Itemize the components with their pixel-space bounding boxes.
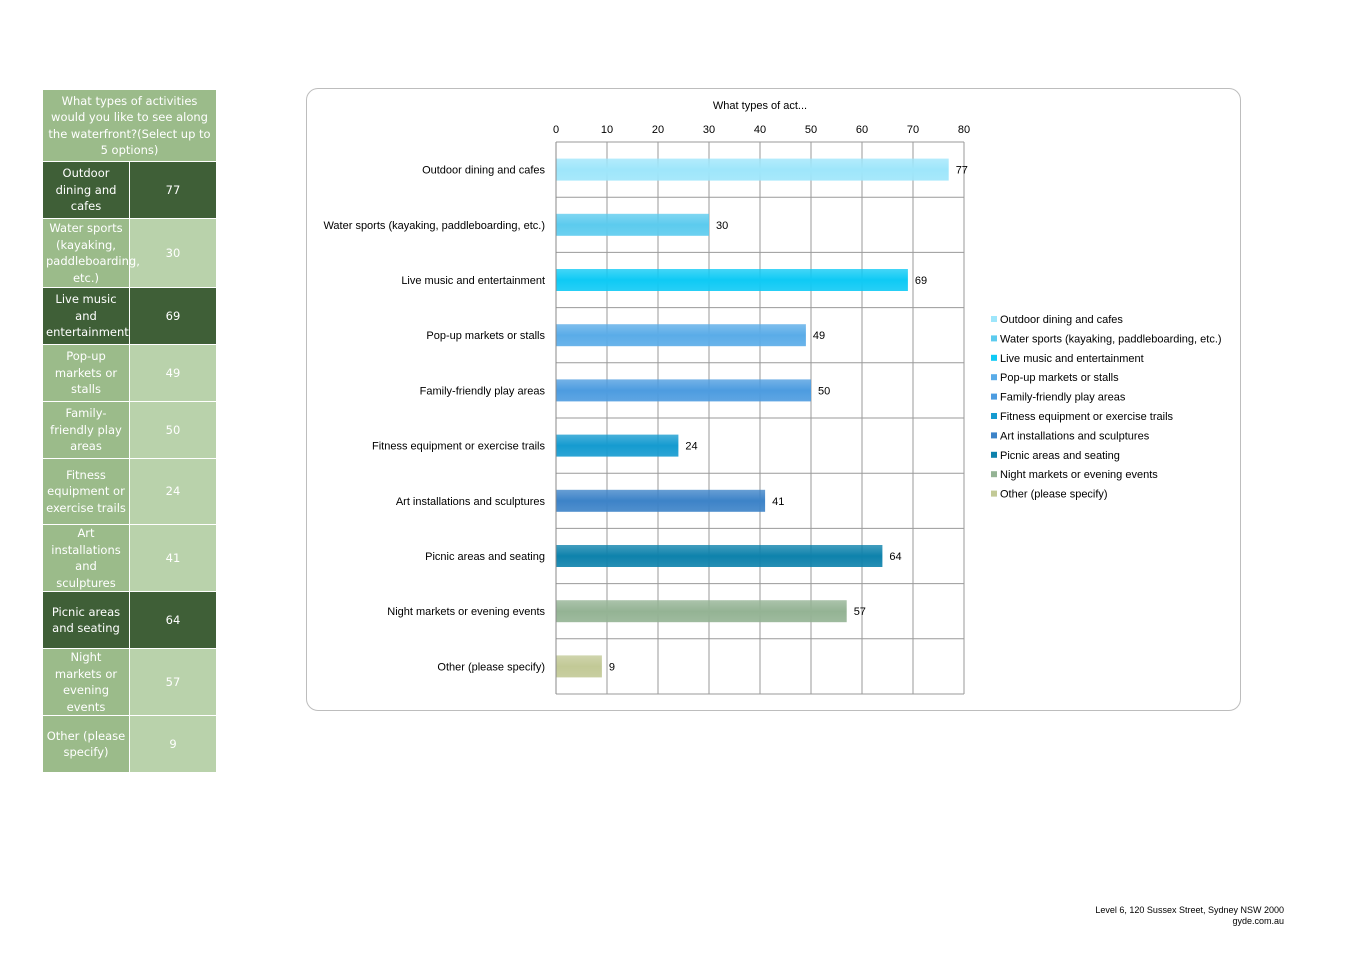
x-tick-label: 50 <box>805 124 817 136</box>
category-label: Live music and entertainment <box>401 275 545 287</box>
legend-entry: Night markets or evening events <box>1000 469 1158 481</box>
category-label: Water sports (kayaking, paddleboarding, … <box>323 220 545 232</box>
category-label: Outdoor dining and cafes <box>422 165 545 177</box>
category-label: Fitness equipment or exercise trails <box>372 441 546 453</box>
x-tick-label: 70 <box>907 124 919 136</box>
x-tick-label: 0 <box>553 124 559 136</box>
row-label: Picnic areas and seating <box>42 591 130 649</box>
table-row: Pop-up markets or stalls 49 <box>42 344 217 402</box>
table-row: Fitness equipment or exercise trails 24 <box>42 458 217 525</box>
row-label: Outdoor dining and cafes <box>42 161 130 219</box>
legend-swatch <box>991 471 997 478</box>
row-value: 41 <box>129 524 217 592</box>
chart-frame: What types of act... 0 10 20 30 40 50 60 70 80 Out… <box>306 88 1241 711</box>
row-label: Live music and entertainment <box>42 287 130 345</box>
row-label: Art installations and sculptures <box>42 524 130 592</box>
category-label: Art installations and sculptures <box>396 496 546 508</box>
table-header-row: What types of activities would you like … <box>42 89 217 162</box>
data-label: 41 <box>772 496 784 508</box>
legend-swatch <box>991 374 997 381</box>
table-row: Night markets or evening events 57 <box>42 648 217 716</box>
table-row: Live music and entertainment 69 <box>42 287 217 345</box>
x-tick-label: 10 <box>601 124 613 136</box>
x-tick-label: 80 <box>958 124 970 136</box>
x-tick-label: 20 <box>652 124 664 136</box>
bar <box>556 379 811 402</box>
legend-swatch <box>991 432 997 439</box>
footer-website: gyde.com.au <box>1232 916 1284 926</box>
bar <box>556 434 679 457</box>
bar <box>556 545 883 567</box>
data-label: 24 <box>685 441 697 453</box>
category-label: Picnic areas and seating <box>425 551 545 563</box>
x-tick-label: 30 <box>703 124 715 136</box>
legend-swatch <box>991 413 997 419</box>
legend-swatch <box>991 335 997 342</box>
row-value: 24 <box>129 458 217 525</box>
legend-swatch <box>991 354 997 361</box>
legend-entry: Other (please specify) <box>1000 489 1108 501</box>
chart-title: What types of act... <box>713 100 807 112</box>
data-label: 9 <box>609 661 615 673</box>
category-label: Night markets or evening events <box>387 606 545 618</box>
row-value: 9 <box>129 715 217 773</box>
data-label: 30 <box>716 220 728 232</box>
category-label: Family-friendly play areas <box>420 385 546 397</box>
bar <box>556 655 602 678</box>
footer: Level 6, 120 Sussex Street, Sydney NSW 2… <box>1095 905 1284 927</box>
row-label: Fitness equipment or exercise trails <box>42 458 130 525</box>
category-label: Other (please specify) <box>437 661 545 673</box>
table-row: Other (please specify) 9 <box>42 715 217 773</box>
data-label: 64 <box>889 551 901 563</box>
table-row: Water sports (kayaking, paddleboarding, … <box>42 218 217 288</box>
legend-entry: Picnic areas and seating <box>1000 450 1120 462</box>
legend-entry: Fitness equipment or exercise trails <box>1000 411 1174 423</box>
row-label: Night markets or evening events <box>42 648 130 716</box>
footer-address: Level 6, 120 Sussex Street, Sydney NSW 2… <box>1095 905 1284 915</box>
table-row: Art installations and sculptures 41 <box>42 524 217 592</box>
summary-table: What types of activities would you like … <box>42 89 217 773</box>
row-value: 69 <box>129 287 217 345</box>
legend-entry: Live music and entertainment <box>1000 353 1144 365</box>
bar <box>556 158 949 181</box>
legend-swatch <box>991 451 997 458</box>
legend-entry: Outdoor dining and cafes <box>1000 314 1123 326</box>
legend-swatch <box>991 490 997 497</box>
bar <box>556 213 709 236</box>
bar-chart: What types of act... 0 10 20 30 40 50 60 70 80 Out… <box>323 100 1222 695</box>
table-row: Family-friendly play areas 50 <box>42 401 217 459</box>
row-value: 30 <box>129 218 217 288</box>
legend-entry: Art installations and sculptures <box>1000 430 1150 442</box>
legend-entry: Pop-up markets or stalls <box>1000 372 1119 384</box>
legend-entry: Water sports (kayaking, paddleboarding, … <box>1000 333 1222 345</box>
row-value: 77 <box>129 161 217 219</box>
bar <box>556 489 766 512</box>
row-label: Pop-up markets or stalls <box>42 344 130 402</box>
row-value: 57 <box>129 648 217 716</box>
data-label: 57 <box>854 606 866 618</box>
row-label: Family-friendly play areas <box>42 401 130 459</box>
data-label: 50 <box>818 385 830 397</box>
legend-swatch <box>991 393 997 400</box>
row-value: 50 <box>129 401 217 459</box>
bar <box>556 324 806 347</box>
legend-swatch <box>991 316 997 322</box>
data-label: 77 <box>956 165 968 177</box>
category-label: Pop-up markets or stalls <box>426 330 545 342</box>
bar <box>556 600 847 623</box>
table-row: Picnic areas and seating 64 <box>42 591 217 649</box>
table-header: What types of activities would you like … <box>42 89 217 162</box>
legend-entry: Family-friendly play areas <box>1000 392 1126 404</box>
data-label: 49 <box>813 330 825 342</box>
data-label: 69 <box>915 275 927 287</box>
row-value: 64 <box>129 591 217 649</box>
x-tick-label: 40 <box>754 124 766 136</box>
row-value: 49 <box>129 344 217 402</box>
table-row: Outdoor dining and cafes 77 <box>42 161 217 219</box>
bar <box>556 269 908 291</box>
x-tick-label: 60 <box>856 124 868 136</box>
row-label: Water sports (kayaking, paddleboarding, … <box>42 218 140 288</box>
row-label: Other (please specify) <box>42 715 130 773</box>
